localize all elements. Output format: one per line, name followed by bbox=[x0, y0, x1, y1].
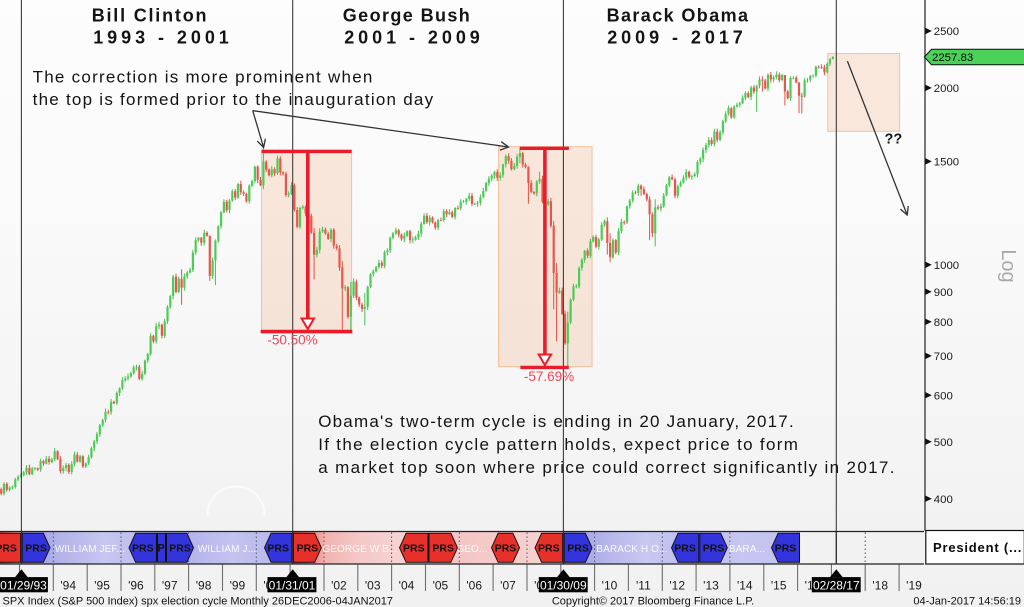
svg-text:Log: Log bbox=[997, 249, 1019, 282]
svg-text:'12: '12 bbox=[669, 579, 685, 593]
svg-text:Copyright© 2017 Bloomberg Fina: Copyright© 2017 Bloomberg Finance L.P. bbox=[552, 596, 754, 607]
svg-text:'13: '13 bbox=[703, 579, 719, 593]
svg-text:'14: '14 bbox=[737, 579, 753, 593]
svg-text:1993 - 2001: 1993 - 2001 bbox=[93, 28, 233, 48]
svg-text:1000: 1000 bbox=[934, 260, 959, 272]
svg-text:1500: 1500 bbox=[934, 157, 959, 169]
svg-text:PRS: PRS bbox=[0, 543, 17, 555]
svg-text:PRS: PRS bbox=[674, 543, 696, 555]
svg-text:900: 900 bbox=[934, 287, 953, 299]
svg-text:-50.50%: -50.50% bbox=[267, 333, 317, 348]
svg-text:Bill Clinton: Bill Clinton bbox=[92, 6, 209, 26]
svg-text:'15: '15 bbox=[771, 579, 787, 593]
svg-text:PRS: PRS bbox=[703, 543, 725, 555]
svg-text:'05: '05 bbox=[433, 579, 449, 593]
svg-text:'96: '96 bbox=[128, 579, 144, 593]
svg-text:PRS: PRS bbox=[169, 543, 191, 555]
svg-text:2001 - 2009: 2001 - 2009 bbox=[344, 28, 484, 48]
svg-text:a market top soon where price: a market top soon where price could corr… bbox=[318, 458, 896, 477]
svg-text:01/29/93: 01/29/93 bbox=[0, 578, 47, 592]
svg-text:PRS: PRS bbox=[495, 543, 517, 555]
svg-text:??: ?? bbox=[885, 132, 903, 148]
svg-text:PRS: PRS bbox=[567, 543, 589, 555]
svg-text:GEO...: GEO... bbox=[456, 544, 487, 555]
svg-text:President (...: President (... bbox=[933, 540, 1022, 555]
svg-text:01/31/01: 01/31/01 bbox=[269, 578, 316, 592]
svg-text:800: 800 bbox=[934, 317, 953, 329]
svg-text:'07: '07 bbox=[500, 579, 516, 593]
svg-text:'95: '95 bbox=[94, 579, 110, 593]
svg-text:700: 700 bbox=[934, 351, 953, 363]
svg-text:2000: 2000 bbox=[934, 83, 959, 95]
svg-text:PRS: PRS bbox=[267, 543, 289, 555]
svg-text:Obama's two-term cycle is endi: Obama's two-term cycle is ending in 20 J… bbox=[318, 412, 795, 431]
svg-text:'99: '99 bbox=[230, 579, 246, 593]
svg-text:George Bush: George Bush bbox=[343, 6, 471, 26]
svg-text:2009 - 2017: 2009 - 2017 bbox=[607, 28, 747, 48]
svg-text:'10: '10 bbox=[602, 579, 618, 593]
svg-text:BARA...: BARA... bbox=[729, 544, 765, 555]
svg-text:PRS: PRS bbox=[432, 543, 454, 555]
svg-text:PRS: PRS bbox=[403, 543, 425, 555]
svg-text:'03: '03 bbox=[365, 579, 381, 593]
svg-text:2257.83: 2257.83 bbox=[932, 52, 973, 64]
svg-text:'19: '19 bbox=[906, 579, 922, 593]
svg-text:'98: '98 bbox=[196, 579, 212, 593]
svg-text:PRS: PRS bbox=[25, 543, 47, 555]
svg-text:'06: '06 bbox=[466, 579, 482, 593]
svg-text:If the election cycle pattern: If the election cycle pattern holds, exp… bbox=[318, 435, 799, 454]
svg-text:P: P bbox=[157, 543, 164, 555]
svg-text:WILLIAM J...: WILLIAM J... bbox=[198, 544, 256, 555]
svg-text:400: 400 bbox=[934, 494, 953, 506]
svg-text:BARACK H O...: BARACK H O... bbox=[596, 544, 667, 555]
svg-text:GEORGE W B...: GEORGE W B... bbox=[322, 544, 397, 555]
svg-text:500: 500 bbox=[934, 437, 953, 449]
svg-text:600: 600 bbox=[934, 390, 953, 402]
svg-text:'97: '97 bbox=[162, 579, 178, 593]
svg-text:WILLIAM JEF...: WILLIAM JEF... bbox=[55, 544, 125, 555]
svg-text:01/30/09: 01/30/09 bbox=[540, 578, 587, 592]
svg-text:'18: '18 bbox=[872, 579, 888, 593]
svg-text:Barack Obama: Barack Obama bbox=[607, 6, 750, 26]
svg-text:'02: '02 bbox=[331, 579, 347, 593]
svg-text:The correction is more promine: The correction is more prominent when bbox=[33, 68, 374, 87]
svg-text:PRS: PRS bbox=[775, 543, 797, 555]
svg-text:2500: 2500 bbox=[934, 26, 959, 38]
svg-text:SPX Index (S&P 500 Index) spx: SPX Index (S&P 500 Index) spx election c… bbox=[3, 596, 394, 607]
svg-text:'94: '94 bbox=[60, 579, 76, 593]
svg-text:04-Jan-2017 14:56:19: 04-Jan-2017 14:56:19 bbox=[913, 596, 1021, 607]
svg-text:'11: '11 bbox=[636, 579, 651, 593]
svg-text:'04: '04 bbox=[399, 579, 415, 593]
svg-text:02/28/17: 02/28/17 bbox=[813, 578, 860, 592]
svg-text:PRS: PRS bbox=[132, 543, 154, 555]
svg-text:PRS: PRS bbox=[297, 543, 319, 555]
svg-text:PRS: PRS bbox=[538, 543, 560, 555]
svg-text:-57.69%: -57.69% bbox=[524, 369, 574, 384]
svg-text:the top is formed prior to the: the top is formed prior to the inaugurat… bbox=[33, 90, 435, 109]
